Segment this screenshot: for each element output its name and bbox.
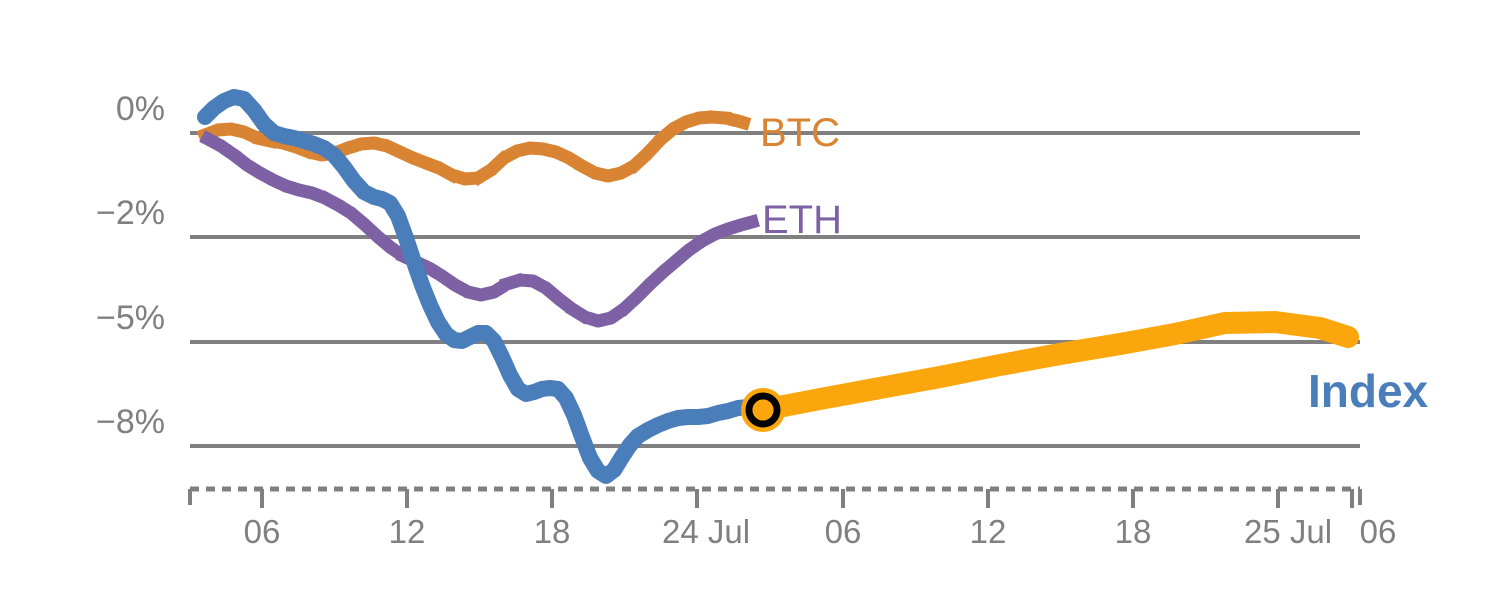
series-line-eth bbox=[199, 130, 760, 328]
forecast-start-marker-ring bbox=[745, 392, 781, 428]
series-line-index bbox=[197, 89, 771, 484]
forecast-start-marker-core bbox=[752, 399, 774, 421]
y-axis-label-3: −8% bbox=[96, 403, 165, 441]
series-line-forecast bbox=[752, 311, 1359, 421]
y-axis-label-2: −5% bbox=[96, 299, 165, 337]
series-label-btc: BTC bbox=[760, 111, 840, 155]
x-axis-label-5: 12 bbox=[969, 513, 1007, 550]
series-label-eth: ETH bbox=[762, 198, 842, 242]
x-axis-label-0: 06 bbox=[243, 513, 281, 550]
x-axis-label-8: 06 bbox=[1359, 513, 1397, 550]
y-axis-label-1: −2% bbox=[96, 194, 165, 232]
y-axis-label-0: 0% bbox=[115, 90, 165, 128]
x-axis-baseline-and-ticks bbox=[188, 486, 1362, 508]
series-markers bbox=[741, 388, 785, 432]
x-axis-label-3: 24 Jul bbox=[661, 513, 751, 550]
series-label-index: Index bbox=[1308, 365, 1429, 417]
x-axis-label-1: 12 bbox=[388, 513, 426, 550]
series-lines bbox=[196, 89, 1359, 484]
x-axis-label-4: 06 bbox=[824, 513, 862, 550]
series-line-btc bbox=[196, 110, 757, 186]
x-axis-label-6: 18 bbox=[1114, 513, 1152, 550]
x-axis-label-7: 25 Jul bbox=[1243, 513, 1333, 550]
x-axis-label-2: 18 bbox=[533, 513, 571, 550]
